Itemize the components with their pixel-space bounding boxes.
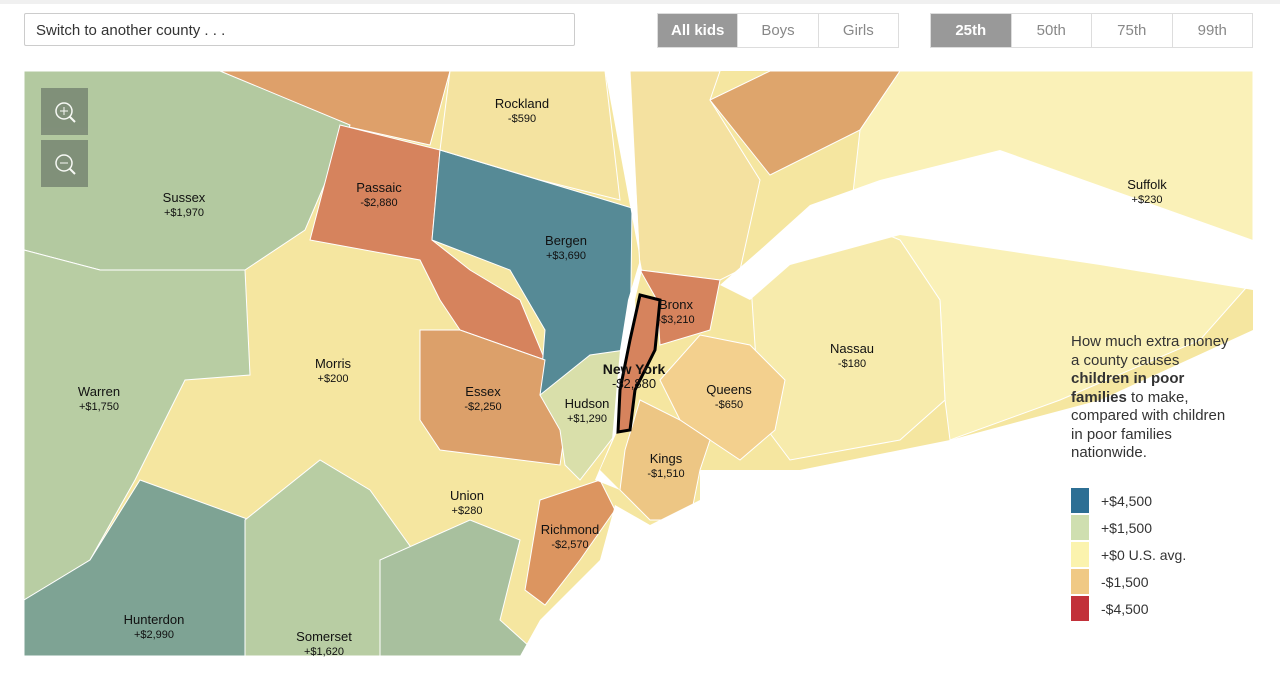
toggle-option[interactable]: All kids [658,14,738,47]
county-value: -$2,570 [551,539,588,551]
county-shape [439,70,621,201]
county-name: Passaic [356,180,402,195]
toggle-option[interactable]: 99th [1171,14,1253,47]
county-name: Richmond [541,522,600,537]
toggle-option[interactable]: Boys [737,14,817,47]
legend-item: -$1,500 [1071,568,1186,595]
county-value: +$3,690 [546,250,586,262]
water [520,71,1253,656]
bay [520,470,720,656]
county-name: Bergen [545,233,587,248]
county-name: Hudson [565,396,610,411]
percentile-toggle: 25th 50th 75th 99th [930,13,1253,48]
county-name: Kings [650,451,683,466]
county-shape [539,349,626,481]
county-value: +$1,290 [567,413,607,425]
zoom-out-icon [55,154,76,175]
toggle-option[interactable]: 50th [1010,14,1092,47]
county-search[interactable]: Switch to another county . . . [24,13,575,46]
legend-swatch [1071,488,1089,513]
county-name: Rockland [495,96,549,111]
legend-description: How much extra money a county causes chi… [1071,333,1231,463]
legend-swatch [1071,542,1089,567]
county-value: +$200 [318,373,349,385]
legend-label: +$4,500 [1101,492,1152,509]
county-labels: Rockland -$590 Sussex +$1,970 Passaic -$2,880… [78,96,1167,658]
county-shape [659,334,786,461]
county-value: +$2,990 [134,629,174,641]
legend-item: -$4,500 [1071,595,1186,622]
county-name: New York [603,361,666,377]
top-bar [0,0,1280,4]
county-value: -$590 [508,113,536,125]
legend-label: +$1,500 [1101,519,1152,536]
county-name: Suffolk [1127,177,1167,192]
zoom-in[interactable] [41,88,88,135]
county-name: Bronx [659,297,693,312]
county-value: +$1,750 [79,401,119,413]
legend-label: -$4,500 [1101,600,1149,617]
county-value: -$1,510 [647,468,684,480]
zoom-out[interactable] [41,140,88,187]
county-value: +$280 [452,505,483,517]
county-name: Warren [78,384,120,399]
toggle-option[interactable]: Girls [817,14,898,47]
county-value: -$3,210 [657,314,694,326]
legend-swatch [1071,515,1089,540]
legend-swatch [1071,596,1089,621]
text-bold: children in poor families [1071,370,1185,406]
county-name: Nassau [830,341,874,356]
county-name: Essex [465,384,501,399]
county-name: Somerset [296,629,352,644]
zoom-in-icon [55,102,76,123]
legend-label: +$0 U.S. avg. [1101,546,1187,563]
county-value: +$1,970 [164,207,204,219]
county-name: Sussex [163,190,206,205]
legend-item: +$4,500 [1071,487,1186,514]
toggle-option[interactable]: 75th [1091,14,1172,47]
legend-label: -$1,500 [1101,573,1149,590]
text: to make, compared with children in poor … [1071,388,1226,462]
legend-item: +$1,500 [1071,514,1186,541]
county-shape [379,519,542,657]
toggle-option[interactable]: 25th [931,14,1011,47]
legend-swatch [1071,569,1089,594]
county-value: -$180 [838,358,866,370]
group-toggle: All kids Boys Girls [657,13,899,48]
sound [720,150,1253,300]
county-value: -$650 [715,399,743,411]
county-shape [639,269,721,346]
text: How much extra money a county causes [1071,333,1229,369]
county-name: Morris [315,356,352,371]
county-value: -$2,880 [612,376,656,391]
ocean [700,330,1253,656]
legend-item: +$0 U.S. avg. [1071,541,1186,568]
county-name: Hunterdon [124,612,185,627]
legend: +$4,500 +$1,500 +$0 U.S. avg. -$1,500 -$4,50… [1071,487,1186,622]
county-value: +$1,620 [304,646,344,658]
selected-county[interactable] [616,293,662,434]
county-value: -$2,250 [464,401,501,413]
county-name: Union [450,488,484,503]
county-value: -$2,880 [360,197,397,209]
county-name: Queens [706,382,752,397]
county-value: +$230 [1132,194,1163,206]
